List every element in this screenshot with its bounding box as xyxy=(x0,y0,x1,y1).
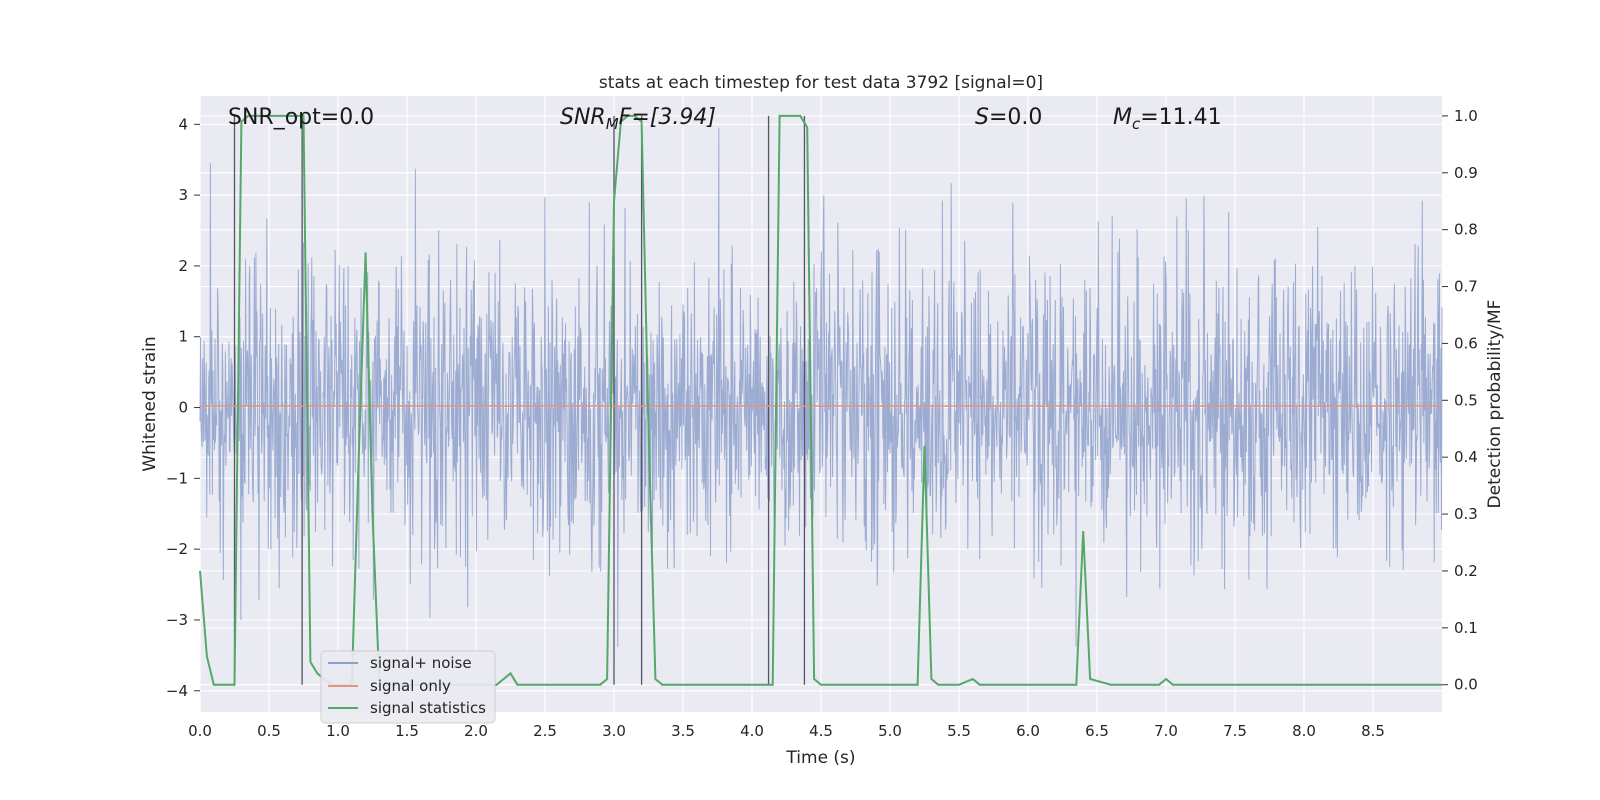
x-tick-label: 7.0 xyxy=(1154,722,1178,740)
x-tick-label: 2.5 xyxy=(533,722,557,740)
y2-tick-label: 0.0 xyxy=(1454,676,1478,694)
y-ticks: −4 −3 −2 −1 0 1 2 3 4 xyxy=(166,115,200,700)
y2-tick-label: 0.4 xyxy=(1454,448,1478,466)
annotation-mc: Mc=11.41 xyxy=(1113,105,1222,133)
x-tick-label: 4.5 xyxy=(809,722,833,740)
annotation-snr-opt: SNR_opt=0.0 xyxy=(228,105,374,130)
y2-tick-label: 0.1 xyxy=(1454,619,1478,637)
x-tick-label: 3.5 xyxy=(671,722,695,740)
annotation-snr-mf-sub: M xyxy=(606,115,619,133)
x-tick-label: 7.5 xyxy=(1223,722,1247,740)
x-tick-label: 2.0 xyxy=(464,722,488,740)
y2-tick-label: 0.6 xyxy=(1454,334,1478,352)
x-tick-label: 6.5 xyxy=(1085,722,1109,740)
annotation-mc-rest: =11.41 xyxy=(1140,105,1221,130)
y-tick-label: −1 xyxy=(166,469,188,487)
x-ticks: 0.0 0.5 1.0 1.5 2.0 2.5 3.0 3.5 4.0 4.5 5.0 5.5 6.0 6… xyxy=(188,722,1385,740)
legend: signal+ noise signal only signal statist… xyxy=(320,650,496,724)
y2-tick-label: 0.2 xyxy=(1454,562,1478,580)
legend-label-signal-only: signal only xyxy=(370,677,451,695)
x-tick-label: 1.5 xyxy=(395,722,419,740)
annotation-snr-mf-main: SNR xyxy=(560,105,606,130)
y-axis-label: Whitened strain xyxy=(140,336,160,471)
y2-tick-label: 0.7 xyxy=(1454,278,1478,296)
y2-ticks: 0.0 0.1 0.2 0.3 0.4 0.5 0.6 0.7 0.8 0.9 1.0 xyxy=(1442,107,1478,694)
annotation-mc-main: M xyxy=(1113,105,1132,130)
legend-label-signal-noise: signal+ noise xyxy=(370,654,472,672)
x-tick-label: 1.0 xyxy=(326,722,350,740)
y2-tick-label: 0.9 xyxy=(1454,164,1478,182)
x-tick-label: 3.0 xyxy=(602,722,626,740)
y-tick-label: 3 xyxy=(178,186,188,204)
annotation-s-rest: =0.0 xyxy=(989,105,1042,130)
y-tick-label: −3 xyxy=(166,611,188,629)
chart-title: stats at each timestep for test data 379… xyxy=(599,73,1043,93)
y-tick-label: 0 xyxy=(178,399,188,417)
x-tick-label: 5.0 xyxy=(878,722,902,740)
annotation-s-main: S xyxy=(975,105,989,130)
x-tick-label: 8.0 xyxy=(1292,722,1316,740)
y2-tick-label: 0.5 xyxy=(1454,391,1478,409)
signal-statistics-line xyxy=(199,114,1442,686)
annotation-snr-mf-rest: F=[3.94] xyxy=(619,105,716,130)
legend-label-signal-statistics: signal statistics xyxy=(370,699,486,717)
y-tick-label: 1 xyxy=(178,328,188,346)
y-tick-label: 4 xyxy=(178,115,188,133)
x-axis-label: Time (s) xyxy=(785,748,855,768)
y2-tick-label: 0.3 xyxy=(1454,505,1478,523)
y-tick-label: −4 xyxy=(166,682,188,700)
signal-noise-series xyxy=(199,127,1443,648)
x-tick-label: 6.0 xyxy=(1016,722,1040,740)
y2-axis-label: Detection probability/MF xyxy=(1485,300,1505,509)
signal-noise-path xyxy=(199,127,1443,648)
x-tick-label: 0.5 xyxy=(257,722,281,740)
x-tick-label: 8.5 xyxy=(1361,722,1385,740)
annotation-mc-sub: c xyxy=(1132,115,1141,133)
annotation-s: S=0.0 xyxy=(975,105,1042,130)
x-tick-label: 4.0 xyxy=(740,722,764,740)
y2-tick-label: 0.8 xyxy=(1454,221,1478,239)
vertical-markers xyxy=(233,115,806,685)
legend-box xyxy=(320,650,496,724)
grid xyxy=(199,96,1442,712)
x-tick-label: 5.5 xyxy=(947,722,971,740)
y2-tick-label: 1.0 xyxy=(1454,107,1478,125)
annotation-snr-mf: SNRMF=[3.94] xyxy=(560,105,716,133)
x-tick-label: 0.0 xyxy=(188,722,212,740)
y-tick-label: 2 xyxy=(178,257,188,275)
y-tick-label: −2 xyxy=(166,540,188,558)
